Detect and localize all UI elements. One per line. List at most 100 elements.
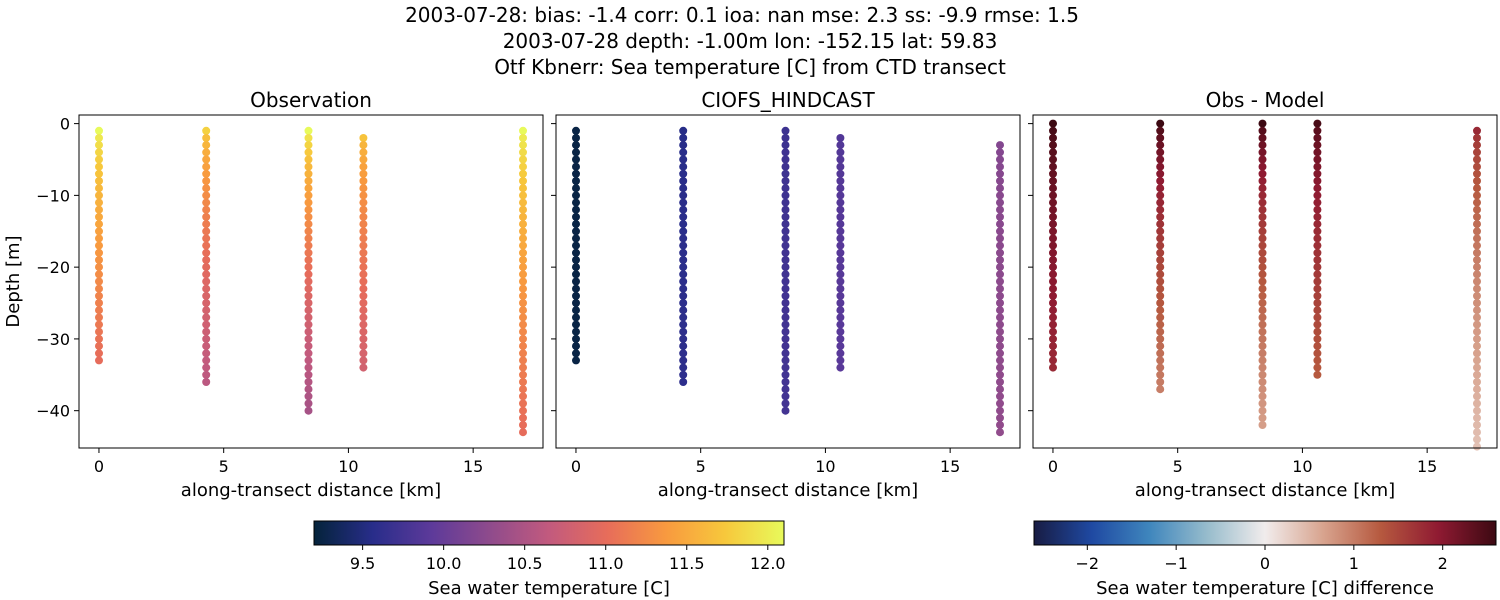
observation-x-tick-label: 10 [338,457,358,476]
observation-point [519,277,527,286]
difference-point [1313,334,1322,343]
model-point [679,342,688,351]
model-panel: CIOFS_HINDCAST 0 5 10 15 along-transect dista… [551,88,1021,501]
model-point [836,356,845,365]
difference-point [1258,212,1267,221]
model-point [572,241,580,250]
observation-point [519,334,527,343]
difference-point [1049,241,1057,250]
model-point [836,313,845,322]
observation-point [359,306,368,315]
model-point [679,378,688,386]
observation-axes-frame [78,114,544,449]
difference-point [1473,177,1481,185]
observation-point [95,177,103,185]
model-point [996,191,1004,200]
model-point [679,349,688,358]
observation-y-tick-label: 0 [60,115,70,134]
observation-point [519,399,527,408]
difference-point [1258,378,1267,386]
difference-point [1049,363,1057,372]
difference-point [1258,162,1267,171]
observation-point [304,392,313,401]
difference-point [1313,134,1322,142]
model-point [572,320,580,329]
difference-point [1049,162,1057,171]
model-points [572,126,1004,437]
observation-point [359,256,368,264]
model-point [781,334,790,343]
model-point [679,205,688,214]
observation-point [304,177,313,185]
difference-point [1473,413,1481,422]
observation-point [95,306,103,315]
model-point [572,299,580,307]
difference-point [1473,169,1481,178]
difference-point [1313,327,1322,336]
model-point [781,198,790,207]
model-point [996,291,1004,300]
model-point [836,342,845,351]
difference-point [1156,148,1165,157]
observation-point [519,141,527,150]
observation-point [202,148,211,157]
observation-point [304,320,313,329]
difference-point [1049,126,1057,135]
observation-point [95,220,103,229]
observation-point [95,256,103,264]
observation-point [304,162,313,171]
observation-point [359,284,368,293]
difference-point [1473,334,1481,343]
model-point [679,284,688,293]
model-x-tick-label: 15 [940,457,960,476]
observation-point [304,284,313,293]
model-point [572,212,580,221]
difference-point [1049,220,1057,229]
model-point [996,169,1004,178]
difference-point [1473,363,1481,372]
observation-point [304,370,313,379]
difference-point [1473,284,1481,293]
difference-point [1049,205,1057,214]
difference-point [1258,134,1267,142]
difference-point [1473,256,1481,264]
observation-point [519,205,527,214]
observation-point [202,198,211,207]
difference-point [1473,327,1481,336]
difference-point [1473,399,1481,408]
difference-point [1473,141,1481,150]
difference-point [1258,277,1267,286]
observation-point [95,205,103,214]
model-point [996,256,1004,264]
observation-point [519,392,527,401]
difference-point [1473,299,1481,307]
observation-point [304,234,313,243]
observation-point [95,342,103,351]
model-point [679,162,688,171]
model-point [996,349,1004,358]
observation-point [519,385,527,394]
difference-point [1156,299,1165,307]
model-point [781,148,790,157]
observation-point [519,248,527,257]
difference-point [1473,349,1481,358]
difference-point [1313,299,1322,307]
difference-point [1313,356,1322,365]
observation-point [202,327,211,336]
model-point [836,241,845,250]
model-point [836,155,845,164]
model-point [836,277,845,286]
model-axes-frame [555,114,1021,449]
model-point [781,392,790,401]
difference-point [1473,191,1481,200]
model-point [679,155,688,164]
difference-point [1313,155,1322,164]
observation-point [95,212,103,221]
model-point [679,134,688,142]
difference-point [1473,291,1481,300]
model-point [996,284,1004,293]
difference-point [1473,241,1481,250]
difference-point [1473,378,1481,386]
model-point [836,270,845,279]
difference-point [1258,155,1267,164]
